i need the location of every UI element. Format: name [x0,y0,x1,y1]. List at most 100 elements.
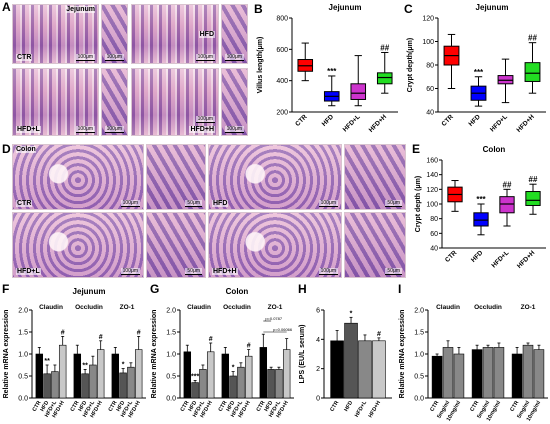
y-tick-label: 600 [276,47,288,54]
x-tick-label: HFD+H [516,113,537,134]
y-tick-label: 160 [426,158,438,165]
bar [344,322,358,399]
y-tick-label: 80 [430,216,438,223]
y-tick-label: 0.5 [18,374,28,381]
panel-label-i: I [398,282,402,296]
significance-marker: ** [82,362,88,369]
bar [89,364,97,399]
x-tick-label: CTR [441,113,456,128]
bar [493,347,505,399]
y-axis-label: Relative mRNA expression [3,310,10,399]
tile-label: HFD+H [189,126,215,133]
x-tick-label: CTR [218,400,229,413]
x-tick-label: CTR [444,249,459,264]
scale-bar: 100μm [318,268,338,275]
significance-marker: * [350,310,353,317]
significance-marker: *** [191,373,199,380]
significance-marker: * [232,365,235,372]
significance-marker: *** [327,67,337,76]
group-label: Claudin [436,304,460,311]
panel-label-d: D [2,142,11,156]
x-tick-label: HFD+L [489,113,509,133]
bar [330,340,344,399]
panel-label-b: B [254,2,263,16]
scale-bar: 50μm [185,268,202,275]
x-tick-label: HFD+H [516,249,537,270]
x-tick-label: HFD+L [491,249,511,269]
x-tick-label: CTR [256,400,267,413]
bar [482,347,494,399]
y-tick-label: 4 [316,337,320,344]
bar [442,347,454,399]
x-tick-label: CTR [469,400,480,413]
panel-label-h: H [298,282,307,296]
scale-bar: 50μm [185,200,202,207]
histology-tile-ctr: Jejunum CTR 100μm [12,4,99,64]
histology-zoom-colon-hfd-l: 50μm [146,212,206,278]
panel-label-a: A [2,0,11,14]
scale-bar: 100μm [120,268,140,275]
x-tick-label: HFD [115,400,126,413]
y-tick-label: 40 [426,110,434,117]
x-tick-label: HFD+H [368,113,389,134]
bar [191,382,199,399]
y-tick-label: 1.5 [18,330,28,337]
tile-label: CTR [16,54,33,61]
group-label: ZO-1 [120,304,135,311]
group-label: Occludin [474,304,502,311]
histology-zoom-colon-hfd-h: 50μm [344,212,406,278]
panel-a: A Jejunum CTR 100μm 100μm HFD 100μm 100μ… [0,0,250,140]
section-label-jejunum: Jejunum [66,6,95,13]
bar [111,353,120,399]
section-label-colon: Colon [16,146,36,153]
bar [244,355,253,399]
bar [127,366,135,399]
bar [372,340,386,399]
y-tick-label: 2.0 [18,308,28,315]
bar [43,373,51,399]
bar [96,349,105,399]
tile-label: HFD [198,31,215,38]
significance-marker: # [247,343,251,350]
bar [119,372,127,399]
scale-bar: 100μm [195,116,215,123]
y-axis-label: Crypt depth(μm) [407,38,414,92]
y-tick-label: 100 [426,202,438,209]
y-tick-label: 6 [316,308,320,315]
histology-zoom-hfd: 100μm [221,4,248,64]
significance-marker: ## [528,34,537,43]
chart-b-villus-length: 200 400 600 800 Villus length(μm) Jejunum CTR *… [257,3,398,134]
x-tick-label: HFD [470,249,485,264]
x-tick-label: CTR [70,400,81,413]
significance-marker: ## [529,175,538,184]
scale-bar: 100μm [104,54,124,61]
tile-label: CTR [16,200,33,207]
panel-label-f: F [2,282,10,296]
group-label: Occludin [223,304,251,311]
bar [237,366,245,399]
bar [81,373,89,399]
x-tick-label: CTR [180,400,191,413]
histology-zoom-colon-ctr: 50μm [146,144,206,210]
significance-marker: * [122,362,125,369]
y-tick-label: 2 [316,366,320,373]
panel-label-c: C [404,2,413,16]
histology-tile-colon-hfd: HFD 100μm [208,144,342,210]
significance-marker: # [377,331,381,338]
group-label: ZO-1 [268,304,283,311]
y-tick-label: 0.0 [166,396,176,403]
scale-bar: 100μm [75,54,95,61]
x-tick-label: HFD [225,400,236,413]
histology-tile-hfd: HFD 100μm [131,4,219,64]
significance-marker: ## [503,180,512,189]
box-hfd [473,212,489,227]
chart-e-crypt-depth-colon: 40 60 80 100 120 140 160 Crypt depth (μm) Colon C… [415,145,546,270]
x-tick-label: HFD [321,113,336,128]
significance-marker: # [99,334,103,341]
histology-zoom-colon-hfd: 50μm [344,144,406,210]
scale-bar: 100μm [104,126,124,133]
histology-tile-hfd-l: HFD+L 100μm [12,68,99,136]
chart-f-jejunum-mrna: 0.0 0.5 1.0 1.5 2.0 Relative mRNA expression J… [3,287,146,419]
bar [431,355,443,399]
x-tick-label: HFD [468,113,483,128]
